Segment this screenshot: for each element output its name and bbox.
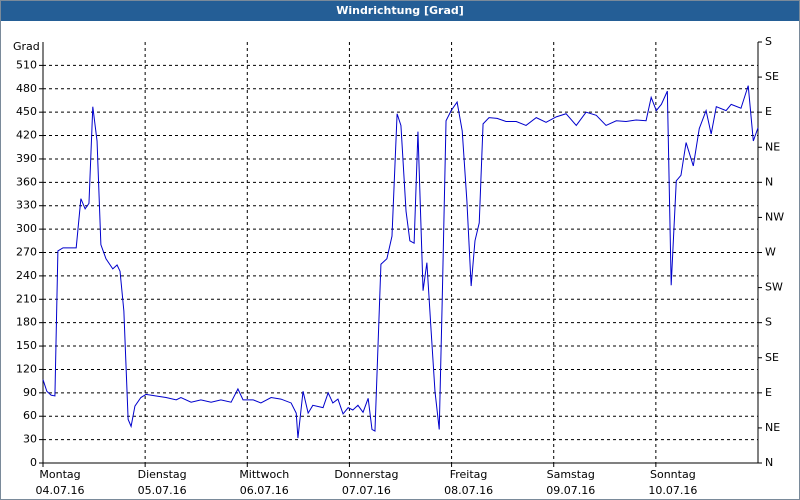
y-tick-label: 90 — [23, 386, 37, 399]
x-tick-label: Sonntag — [650, 468, 696, 481]
x-tick-label: Mittwoch — [239, 468, 289, 481]
y-tick-label: 300 — [16, 222, 37, 235]
y-tick-label: 360 — [16, 175, 37, 188]
y-tick-label: 420 — [16, 129, 37, 142]
x-tick-label: 09.07.16 — [546, 484, 595, 497]
y-tick-label: 30 — [23, 433, 37, 446]
x-tick-label: Samstag — [547, 468, 595, 481]
y2-tick-label: SE — [765, 70, 779, 83]
x-tick-label: 10.07.16 — [648, 484, 697, 497]
y-tick-label: 120 — [16, 362, 37, 375]
x-tick-label: 06.07.16 — [240, 484, 289, 497]
y-tick-label: 210 — [16, 292, 37, 305]
y-tick-label: 60 — [23, 409, 37, 422]
y2-tick-label: S — [765, 316, 772, 329]
x-tick-label: Freitag — [450, 468, 488, 481]
y2-tick-label: S — [765, 35, 772, 48]
chart: Grad 0 30 60 90 120 150 180 210 240 270 300 330 360 3… — [13, 35, 784, 497]
x-tick-label: Montag — [39, 468, 80, 481]
x-tick-label: 08.07.16 — [444, 484, 493, 497]
x-tick-label: 07.07.16 — [342, 484, 391, 497]
y-tick-label: 240 — [16, 269, 37, 282]
y2-tick-label: NE — [765, 140, 780, 153]
y-tick-label: 390 — [16, 152, 37, 165]
y2-tick-label: E — [765, 105, 772, 118]
y2-tick-label: E — [765, 386, 772, 399]
y2-tick-label: SE — [765, 351, 779, 364]
y2-tick-label: SW — [765, 281, 783, 294]
title-bar: Windrichtung [Grad] — [1, 1, 799, 21]
y-tick-label: 330 — [16, 199, 37, 212]
y-tick-label: 0 — [30, 456, 37, 469]
y-tick-label: 450 — [16, 105, 37, 118]
y-tick-label: 180 — [16, 316, 37, 329]
y-axis-label: Grad — [13, 40, 40, 53]
x-tick-label: Dienstag — [138, 468, 187, 481]
y-tick-label: 510 — [16, 58, 37, 71]
y-tick-label: 270 — [16, 246, 37, 259]
x-tick-label: 04.07.16 — [36, 484, 85, 497]
x-tick-label: Donnerstag — [334, 468, 398, 481]
y2-tick-label: W — [765, 246, 776, 259]
y2-tick-label: NE — [765, 421, 780, 434]
y2-tick-label: NW — [765, 210, 784, 223]
y2-tick-label: N — [765, 456, 773, 469]
data-line — [42, 85, 759, 439]
y2-tick-label: N — [765, 175, 773, 188]
y-tick-label: 480 — [16, 82, 37, 95]
y-tick-label: 150 — [16, 339, 37, 352]
x-tick-label: 05.07.16 — [138, 484, 187, 497]
